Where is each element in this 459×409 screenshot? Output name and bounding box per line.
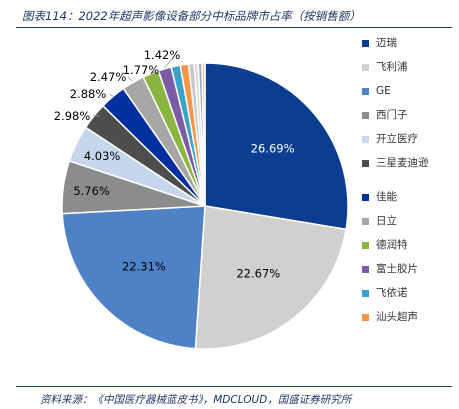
leader-line-8 <box>150 71 156 74</box>
legend-swatch <box>362 242 369 249</box>
legend-swatch <box>362 160 369 167</box>
legend-item-ge: GE <box>362 84 454 108</box>
data-label-3: 5.76% <box>73 184 110 198</box>
legend-item-siemens: 西门子 <box>362 108 454 132</box>
legend-label: 富士胶片 <box>376 263 418 275</box>
data-label-0: 26.69% <box>251 142 295 156</box>
legend-item-fujifilm: 富士胶片 <box>362 262 454 286</box>
legend-label: 德润特 <box>376 239 408 251</box>
legend-swatch <box>362 88 369 95</box>
legend-swatch <box>362 290 369 297</box>
legend-item-canon: 佳能 <box>362 190 454 214</box>
legend-label: 飞依诺 <box>376 287 408 299</box>
legend-item-derunte: 德润特 <box>362 238 454 262</box>
legend-swatch <box>362 112 369 119</box>
pie-slice-15 <box>201 62 206 207</box>
legend-swatch <box>362 314 369 321</box>
legend-swatch <box>362 40 369 47</box>
data-label-4: 4.03% <box>84 149 121 163</box>
legend-swatch <box>362 64 369 71</box>
data-labels: 26.69% 22.67% 22.31% 5.76% 4.03% 2.98% 2.88% 2.… <box>54 48 295 280</box>
data-label-5: 2.98% <box>54 109 91 123</box>
legend-item-sonoscape: 开立医疗 <box>362 132 454 156</box>
legend-label: 佳能 <box>376 191 397 203</box>
leader-line-6 <box>109 93 113 97</box>
legend-swatch <box>362 194 369 201</box>
pie-slice-1 <box>194 205 347 350</box>
data-label-6: 2.88% <box>70 87 107 101</box>
pie-slices <box>61 62 349 350</box>
legend-label: 汕头超声 <box>376 311 418 323</box>
data-label-2: 22.31% <box>122 259 166 273</box>
legend-label: 日立 <box>376 215 397 227</box>
legend-item-philips: 飞利浦 <box>362 60 454 84</box>
leader-line-5 <box>92 115 101 117</box>
pie-slice-2 <box>61 205 206 350</box>
legend-label: 飞利浦 <box>376 61 408 73</box>
chart-title: 图表114：2022年超声影像设备部分中标品牌市占率（按销售额） <box>22 9 361 23</box>
source-divider <box>16 386 452 387</box>
data-label-8: 1.77% <box>123 63 160 77</box>
leader-line-7 <box>127 76 133 82</box>
pie-slice-0 <box>204 62 349 231</box>
title-divider <box>16 27 452 28</box>
legend-label: 迈瑞 <box>376 37 397 49</box>
legend-item-vinno: 飞依诺 <box>362 286 454 310</box>
legend-item-samsung-medison: 三星麦迪逊 <box>362 156 454 190</box>
legend: 迈瑞 飞利浦 GE 西门子 开立医疗 三星麦迪逊 佳能 日立 德润特 富士胶片 … <box>362 36 454 334</box>
legend-label: 西门子 <box>376 109 408 121</box>
legend-item-hitachi: 日立 <box>362 214 454 238</box>
legend-item-mindray: 迈瑞 <box>362 36 454 60</box>
legend-swatch <box>362 266 369 273</box>
legend-item-siui: 汕头超声 <box>362 310 454 334</box>
legend-swatch <box>362 218 369 225</box>
source-note: 资料来源：《中国医疗器械蓝皮书》，MDCLOUD，国盛证券研究所 <box>40 394 352 406</box>
data-label-9: 1.42% <box>144 48 181 62</box>
legend-swatch <box>362 136 369 143</box>
leader-lines <box>92 58 173 117</box>
legend-label: 三星麦迪逊 <box>376 157 429 169</box>
data-label-1: 22.67% <box>236 266 280 280</box>
legend-label: GE <box>376 85 391 97</box>
legend-label: 开立医疗 <box>376 133 418 145</box>
leader-line-9 <box>164 58 173 69</box>
data-label-7: 2.47% <box>90 70 127 84</box>
